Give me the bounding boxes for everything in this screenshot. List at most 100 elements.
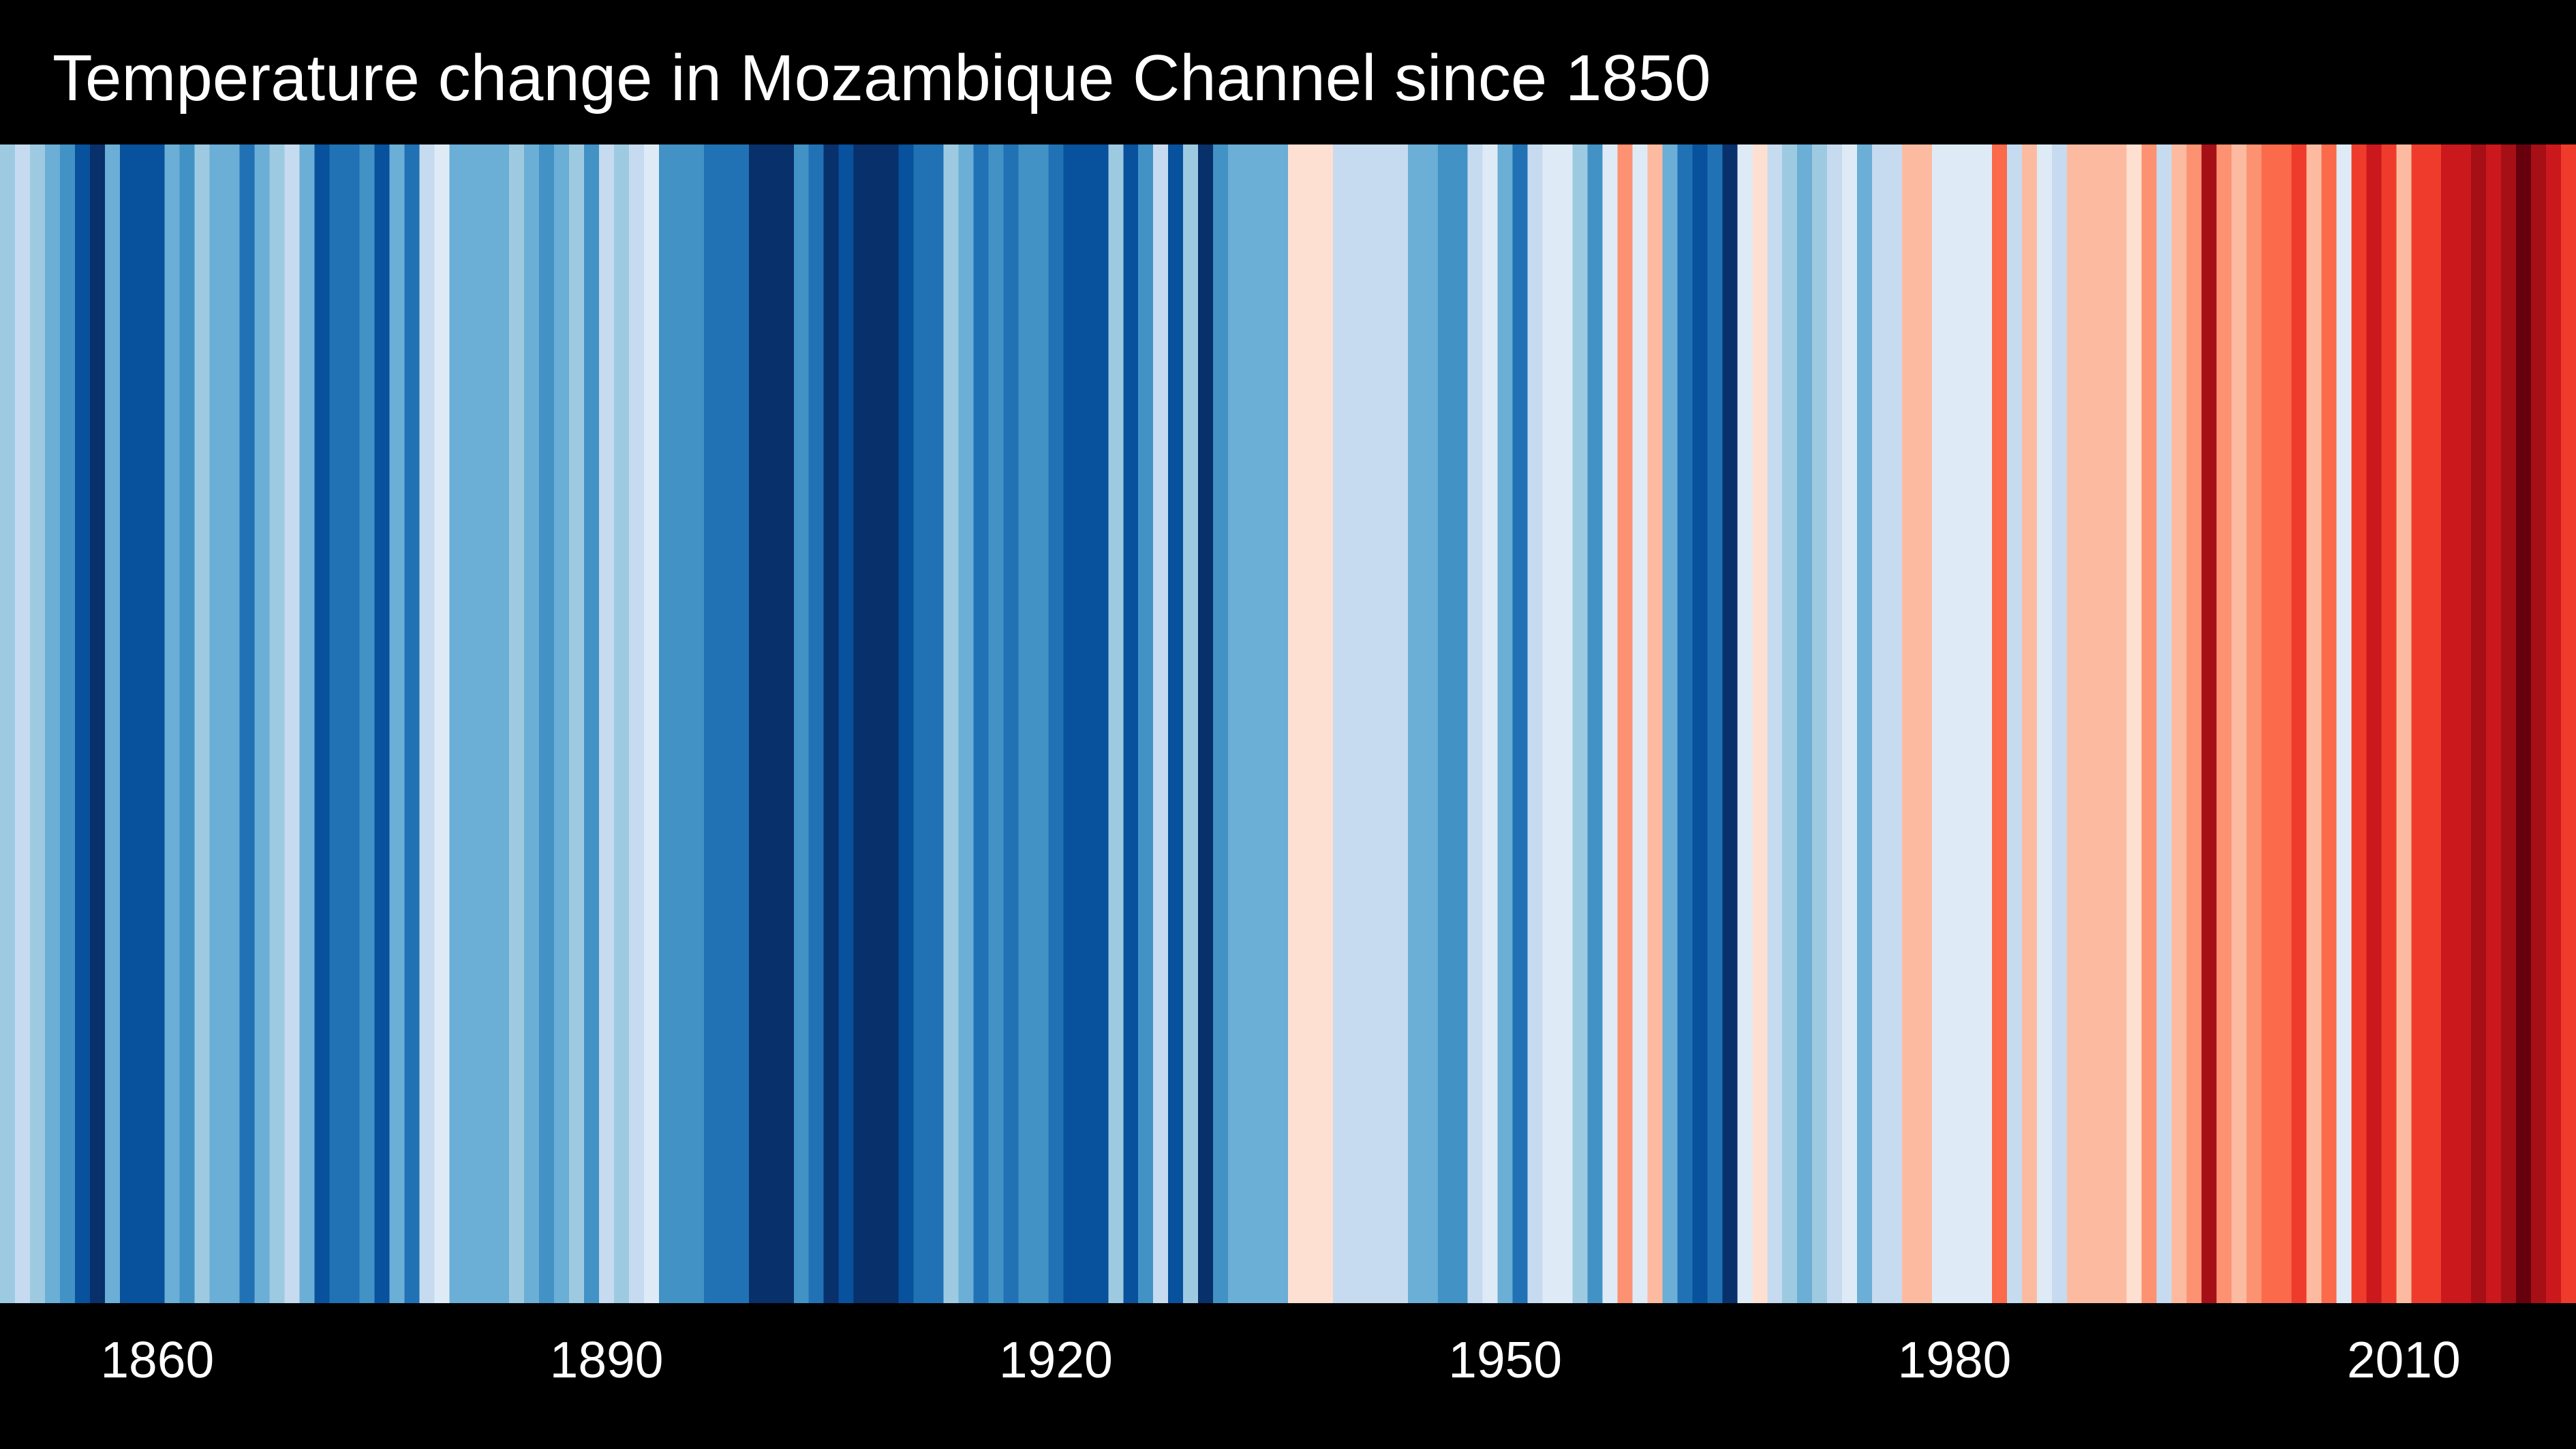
stripe-1949: [1482, 144, 1499, 1303]
stripe-1937: [1302, 144, 1319, 1303]
stripe-2007: [2351, 144, 2367, 1303]
stripe-1963: [1692, 144, 1708, 1303]
stripe-1967: [1752, 144, 1768, 1303]
stripe-1893: [644, 144, 660, 1303]
stripe-1916: [988, 144, 1005, 1303]
stripe-1853: [44, 144, 61, 1303]
stripe-1942: [1377, 144, 1394, 1303]
stripe-2017: [2501, 144, 2517, 1303]
stripe-1899: [733, 144, 750, 1303]
stripe-1894: [658, 144, 675, 1303]
stripe-1863: [194, 144, 211, 1303]
stripe-1939: [1332, 144, 1349, 1303]
stripe-1871: [314, 144, 331, 1303]
stripe-2009: [2381, 144, 2397, 1303]
stripe-2005: [2321, 144, 2337, 1303]
stripe-1913: [943, 144, 960, 1303]
stripe-1988: [2066, 144, 2083, 1303]
stripe-1850: [0, 144, 16, 1303]
stripe-1852: [29, 144, 46, 1303]
stripe-1991: [2111, 144, 2128, 1303]
stripe-1892: [629, 144, 645, 1303]
stripe-1934: [1258, 144, 1274, 1303]
stripe-1866: [239, 144, 256, 1303]
stripe-1880: [449, 144, 465, 1303]
stripe-1998: [2216, 144, 2233, 1303]
stripe-1881: [464, 144, 480, 1303]
stripe-1951: [1512, 144, 1529, 1303]
stripe-1922: [1078, 144, 1094, 1303]
stripe-1994: [2156, 144, 2173, 1303]
stripe-2006: [2336, 144, 2352, 1303]
stripe-1997: [2201, 144, 2218, 1303]
stripe-1864: [209, 144, 226, 1303]
stripe-2008: [2366, 144, 2382, 1303]
stripe-2015: [2471, 144, 2487, 1303]
stripe-1999: [2231, 144, 2248, 1303]
stripe-1925: [1123, 144, 1139, 1303]
stripe-1889: [584, 144, 600, 1303]
stripe-1908: [868, 144, 885, 1303]
stripe-1945: [1422, 144, 1439, 1303]
stripe-1992: [2126, 144, 2143, 1303]
stripe-1917: [1003, 144, 1019, 1303]
stripe-1927: [1153, 144, 1169, 1303]
stripe-1924: [1108, 144, 1124, 1303]
stripe-1859: [134, 144, 151, 1303]
stripe-1964: [1707, 144, 1723, 1303]
stripe-1857: [104, 144, 121, 1303]
stripe-2016: [2486, 144, 2502, 1303]
stripe-2014: [2456, 144, 2472, 1303]
stripe-1891: [614, 144, 630, 1303]
stripe-1932: [1228, 144, 1244, 1303]
stripe-1858: [119, 144, 136, 1303]
stripe-1903: [793, 144, 810, 1303]
stripe-1905: [823, 144, 840, 1303]
stripe-1888: [569, 144, 585, 1303]
stripe-1867: [254, 144, 271, 1303]
stripe-1914: [958, 144, 975, 1303]
stripe-1946: [1437, 144, 1454, 1303]
stripe-1984: [2006, 144, 2023, 1303]
stripe-1876: [389, 144, 405, 1303]
stripe-1868: [269, 144, 286, 1303]
stripe-1930: [1198, 144, 1214, 1303]
stripe-2021: [2561, 144, 2576, 1303]
stripe-1872: [329, 144, 346, 1303]
stripe-1885: [524, 144, 540, 1303]
stripe-1935: [1273, 144, 1289, 1303]
stripe-1940: [1347, 144, 1364, 1303]
stripe-1968: [1767, 144, 1783, 1303]
stripe-2012: [2426, 144, 2442, 1303]
stripe-1938: [1317, 144, 1334, 1303]
stripe-1870: [299, 144, 316, 1303]
stripe-2004: [2306, 144, 2322, 1303]
stripe-1954: [1557, 144, 1574, 1303]
stripe-1904: [808, 144, 825, 1303]
stripe-1995: [2171, 144, 2188, 1303]
stripe-1958: [1617, 144, 1634, 1303]
x-tick-label: 1920: [998, 1331, 1113, 1388]
stripe-1901: [763, 144, 780, 1303]
stripe-1855: [74, 144, 91, 1303]
stripe-1865: [224, 144, 241, 1303]
stripe-1953: [1542, 144, 1559, 1303]
stripe-2020: [2546, 144, 2562, 1303]
stripe-2010: [2396, 144, 2412, 1303]
stripe-2000: [2246, 144, 2263, 1303]
stripe-1890: [599, 144, 615, 1303]
x-tick-label: 1860: [100, 1331, 215, 1388]
stripe-1920: [1048, 144, 1064, 1303]
stripe-1906: [838, 144, 855, 1303]
stripe-1910: [898, 144, 915, 1303]
stripe-1990: [2096, 144, 2113, 1303]
stripe-1948: [1467, 144, 1484, 1303]
stripe-1973: [1842, 144, 1858, 1303]
stripe-1929: [1183, 144, 1199, 1303]
stripe-1931: [1213, 144, 1229, 1303]
stripe-1974: [1857, 144, 1873, 1303]
stripe-1909: [883, 144, 900, 1303]
stripe-1977: [1902, 144, 1918, 1303]
stripe-1900: [748, 144, 765, 1303]
stripe-1856: [89, 144, 106, 1303]
